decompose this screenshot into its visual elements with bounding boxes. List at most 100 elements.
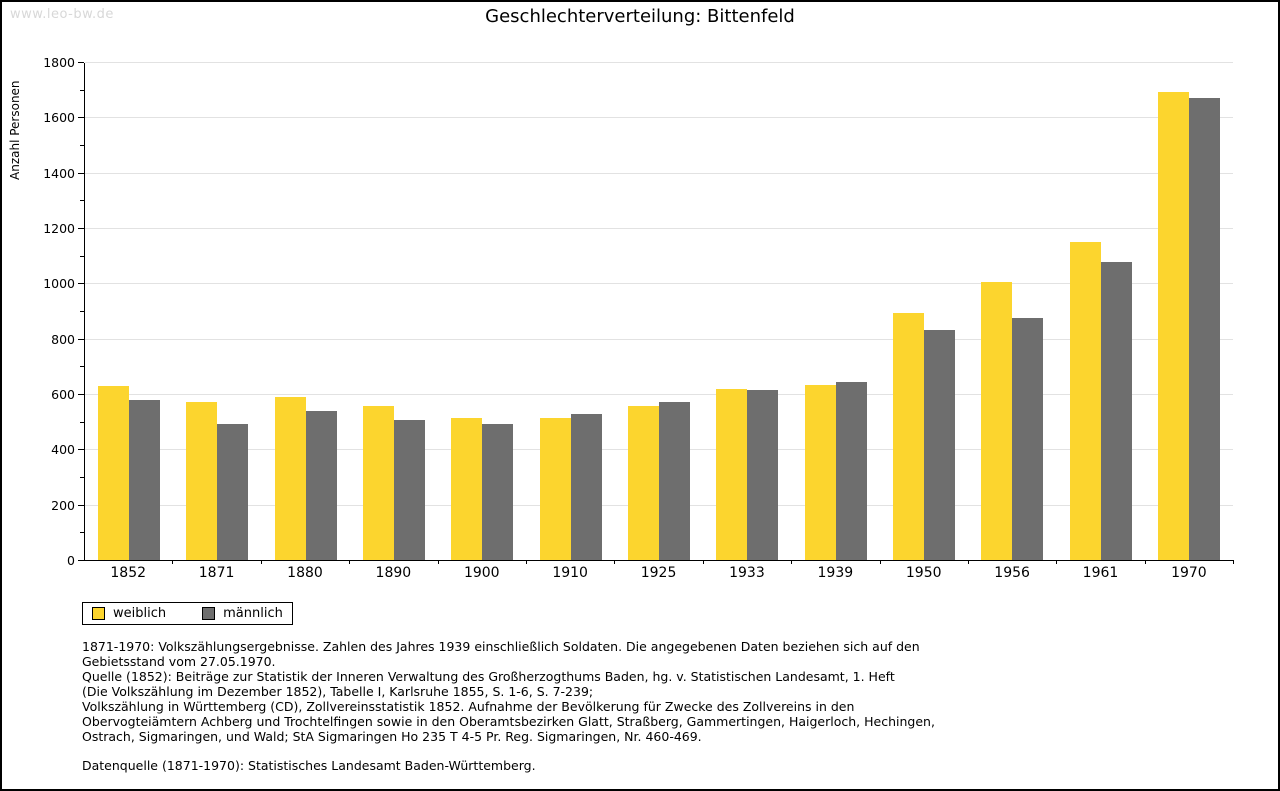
x-tick-label-1933: 1933 xyxy=(729,565,765,581)
y-tick-major-1200 xyxy=(78,228,84,229)
y-tick-label-1200: 1200 xyxy=(43,221,75,236)
x-tick-5 xyxy=(525,560,527,564)
y-tick-major-800 xyxy=(78,338,84,340)
x-tick-label-1956: 1956 xyxy=(994,565,1030,581)
plot-area xyxy=(84,62,1234,564)
bar-männlich-1970 xyxy=(1188,98,1220,560)
y-tick-major-1400 xyxy=(78,172,84,174)
bar-männlich-1933 xyxy=(747,390,779,560)
bar-weiblich-1933 xyxy=(716,388,748,560)
y-tick-minor-1300 xyxy=(80,200,84,202)
footnote-line: Obervogteiämtern Achberg und Trochtelfin… xyxy=(82,714,935,729)
x-tick-3 xyxy=(349,560,351,564)
x-tick-9 xyxy=(879,560,881,564)
chart-title: Geschlechterverteilung: Bittenfeld xyxy=(485,6,795,27)
bar-weiblich-1950 xyxy=(892,313,924,560)
legend-item-weiblich: weiblich xyxy=(92,606,166,621)
x-tick-11 xyxy=(1056,560,1058,564)
x-tick-label-1961: 1961 xyxy=(1082,565,1119,581)
footnote-line: Ostrach, Sigmaringen, und Wald; StA Sigm… xyxy=(82,729,702,744)
gridline-1400 xyxy=(85,172,1233,174)
bar-weiblich-1852 xyxy=(98,385,130,560)
x-tick-label-1890: 1890 xyxy=(375,565,412,581)
bar-weiblich-1956 xyxy=(981,282,1013,560)
gridline-1200 xyxy=(85,228,1233,229)
bar-männlich-1880 xyxy=(305,411,337,560)
x-tick-2 xyxy=(260,560,262,564)
bar-männlich-1900 xyxy=(482,424,514,560)
bar-weiblich-1880 xyxy=(274,396,306,560)
x-tick-1 xyxy=(172,560,174,564)
y-tick-minor-300 xyxy=(80,477,84,478)
bar-weiblich-1910 xyxy=(539,417,571,560)
y-tick-major-400 xyxy=(78,449,84,451)
bar-group-1970 xyxy=(1145,63,1233,560)
y-tick-label-600: 600 xyxy=(51,387,75,402)
y-tick-minor-1100 xyxy=(80,255,84,257)
bar-weiblich-1925 xyxy=(628,406,660,560)
bar-männlich-1852 xyxy=(129,400,161,560)
x-tick-6 xyxy=(614,560,616,564)
bar-group-1910 xyxy=(527,63,615,560)
footnote-line: (Die Volkszählung im Dezember 1852), Tab… xyxy=(82,684,594,699)
footnote-gap xyxy=(82,744,935,758)
bar-weiblich-1871 xyxy=(186,401,218,560)
y-axis: 0 200 400 600 800 1000 1200 1400 1600 1800 xyxy=(2,56,84,567)
x-axis-labels: 1852 1871 1880 1890 1900 1910 1925 1933 1939 1950… xyxy=(84,565,1233,581)
x-tick-label-1950: 1950 xyxy=(905,565,942,581)
x-tick-10 xyxy=(967,560,969,564)
y-tick-label-800: 800 xyxy=(51,331,75,347)
x-tick-label-1910: 1910 xyxy=(552,565,588,581)
bar-group-1939 xyxy=(792,63,880,560)
bar-weiblich-1970 xyxy=(1157,92,1189,560)
bar-weiblich-1900 xyxy=(451,418,483,560)
bar-group-1880 xyxy=(262,63,350,560)
x-tick-12 xyxy=(1144,560,1146,564)
x-tick-label-1900: 1900 xyxy=(463,565,500,581)
y-tick-label-400: 400 xyxy=(51,442,75,458)
bar-group-1933 xyxy=(703,63,791,560)
x-tick-4 xyxy=(437,560,439,564)
y-tick-major-0 xyxy=(78,560,84,561)
bar-group-1956 xyxy=(968,63,1056,560)
footnote-line: Datenquelle (1871-1970): Statistisches L… xyxy=(82,758,536,773)
bar-weiblich-1939 xyxy=(804,385,836,560)
y-tick-minor-1700 xyxy=(80,89,84,91)
x-tick-label-1970: 1970 xyxy=(1171,565,1207,581)
footnote-line: Volkszählung in Württemberg (CD), Zollve… xyxy=(82,699,855,714)
bar-group-1900 xyxy=(438,63,526,560)
bar-group-1890 xyxy=(350,63,438,560)
footnote-line: Quelle (1852): Beiträge zur Statistik de… xyxy=(82,669,895,684)
y-tick-label-1000: 1000 xyxy=(43,276,75,292)
x-tick-label-1871: 1871 xyxy=(198,565,235,581)
bar-männlich-1910 xyxy=(570,413,602,560)
y-tick-label-0: 0 xyxy=(67,553,75,568)
bar-männlich-1871 xyxy=(217,424,249,560)
y-tick-minor-500 xyxy=(80,421,84,423)
gridline-600 xyxy=(85,394,1233,395)
y-tick-major-1000 xyxy=(78,283,84,285)
y-tick-major-1800 xyxy=(78,62,84,63)
y-tick-label-1800: 1800 xyxy=(43,55,75,70)
y-tick-minor-700 xyxy=(80,366,84,368)
legend-swatch-männlich xyxy=(202,607,216,620)
bar-weiblich-1961 xyxy=(1069,242,1101,560)
watermark: www.leo-bw.de xyxy=(10,7,114,22)
bar-group-1950 xyxy=(880,63,968,560)
x-tick-label-1939: 1939 xyxy=(817,565,854,581)
x-tick-label-1880: 1880 xyxy=(287,565,323,581)
x-tick-label-1852: 1852 xyxy=(110,565,147,581)
x-tick-7 xyxy=(702,560,704,564)
gridline-1600 xyxy=(85,117,1233,119)
bar-group-1871 xyxy=(173,63,261,560)
legend: weiblich männlich xyxy=(82,602,293,625)
bar-männlich-1950 xyxy=(923,329,955,560)
bar-group-1961 xyxy=(1056,63,1144,560)
y-tick-label-1600: 1600 xyxy=(43,110,75,126)
footnote-line: 1871-1970: Volkszählungsergebnisse. Zahl… xyxy=(82,639,920,654)
x-tick-13 xyxy=(1233,560,1234,564)
gridline-1000 xyxy=(85,283,1233,285)
bar-männlich-1939 xyxy=(835,382,867,560)
x-tick-label-1925: 1925 xyxy=(640,565,677,581)
